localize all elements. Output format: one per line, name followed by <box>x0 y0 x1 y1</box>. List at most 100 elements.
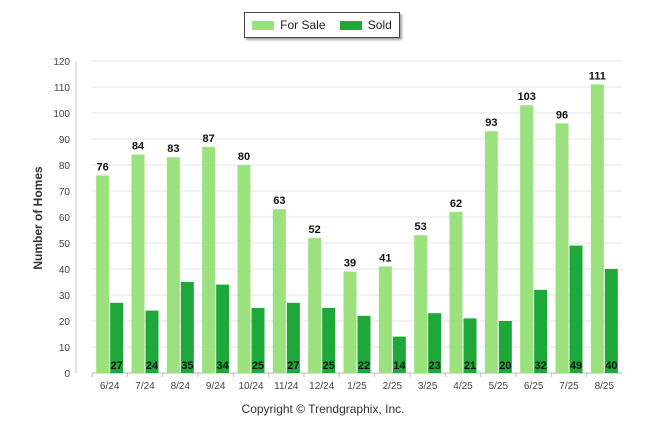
data-label-sold: 40 <box>605 360 617 372</box>
bar-for-sale[interactable] <box>96 175 110 373</box>
legend-swatch-for-sale <box>252 20 275 30</box>
bar-sold[interactable] <box>534 289 548 373</box>
data-label-for-sale: 53 <box>415 221 427 233</box>
bar-for-sale[interactable] <box>590 84 604 374</box>
data-label-sold: 25 <box>323 360 335 372</box>
copyright-credit: Copyright © Trendgraphix, Inc. <box>241 402 405 416</box>
data-label-for-sale: 52 <box>309 224 321 236</box>
bar-for-sale[interactable] <box>308 237 322 373</box>
data-label-for-sale: 62 <box>450 198 462 210</box>
bar-for-sale[interactable] <box>449 211 463 373</box>
bar-sold[interactable] <box>604 269 618 373</box>
bar-sold[interactable] <box>498 321 512 373</box>
x-tick-label: 8/25 <box>595 381 615 392</box>
y-tick-label: 100 <box>53 109 70 120</box>
data-label-for-sale: 63 <box>273 195 285 207</box>
data-label-sold: 24 <box>146 360 159 372</box>
data-label-sold: 32 <box>535 360 547 372</box>
legend-item-sold[interactable]: Sold <box>339 18 392 32</box>
legend-label-for-sale: For Sale <box>280 18 326 32</box>
y-tick-label: 90 <box>59 135 71 146</box>
bar-sold[interactable] <box>251 308 265 373</box>
bar-for-sale[interactable] <box>131 154 145 373</box>
bar-sold[interactable] <box>428 313 442 373</box>
bar-sold[interactable] <box>216 284 230 373</box>
data-label-for-sale: 87 <box>203 133 215 145</box>
data-label-for-sale: 76 <box>97 161 109 173</box>
x-tick-label: 9/24 <box>206 381 226 392</box>
bar-sold[interactable] <box>357 315 371 373</box>
x-axis: 6/24 7/24 8/24 9/24 10/24 11/24 12/24 1/25 2/25 3… <box>91 373 615 392</box>
legend-label-sold: Sold <box>367 18 392 32</box>
bar-for-sale[interactable] <box>343 271 357 373</box>
y-axis: 0 10 20 30 40 50 60 70 80 90 100 110 120 <box>53 57 77 380</box>
x-tick-label: 7/25 <box>559 381 579 392</box>
data-label-sold: 49 <box>570 360 582 372</box>
y-tick-label: 40 <box>59 265 71 276</box>
data-label-sold: 21 <box>464 360 476 372</box>
data-label-for-sale: 83 <box>167 143 179 155</box>
bar-for-sale[interactable] <box>555 123 569 374</box>
bar-for-sale[interactable] <box>272 209 286 373</box>
y-axis-label: Number of Homes <box>31 166 45 270</box>
y-tick-label: 70 <box>59 187 71 198</box>
x-tick-label: 4/25 <box>453 381 473 392</box>
bar-for-sale[interactable] <box>414 235 428 373</box>
bar-for-sale[interactable] <box>378 266 392 373</box>
data-label-for-sale: 80 <box>238 151 250 163</box>
bar-sold[interactable] <box>286 302 300 373</box>
bar-for-sale[interactable] <box>202 146 216 373</box>
bar-for-sale[interactable] <box>237 165 251 373</box>
data-label-sold: 20 <box>499 360 511 372</box>
bar-sold[interactable] <box>392 336 406 373</box>
x-tick-label: 12/24 <box>309 381 334 392</box>
bars <box>96 84 618 374</box>
data-label-for-sale: 93 <box>485 117 497 129</box>
bar-sold[interactable] <box>569 245 583 373</box>
y-tick-label: 110 <box>54 83 70 94</box>
data-label-for-sale: 111 <box>589 70 606 82</box>
data-label-sold: 35 <box>181 360 193 372</box>
bar-sold[interactable] <box>145 310 159 373</box>
data-label-sold: 27 <box>287 360 299 372</box>
bar-sold[interactable] <box>110 302 124 373</box>
x-tick-label: 5/25 <box>489 381 509 392</box>
bar-sold[interactable] <box>322 308 336 373</box>
x-tick-label: 6/24 <box>100 381 120 392</box>
legend-item-for-sale[interactable]: For Sale <box>252 18 326 32</box>
bar-sold[interactable] <box>463 318 477 373</box>
bar-for-sale[interactable] <box>166 157 180 373</box>
data-label-for-sale: 103 <box>517 91 535 103</box>
data-label-for-sale: 41 <box>379 252 391 264</box>
bar-for-sale[interactable] <box>520 105 534 373</box>
y-tick-label: 30 <box>59 291 71 302</box>
y-tick-label: 60 <box>59 213 71 224</box>
x-tick-label: 6/25 <box>524 381 544 392</box>
legend-swatch-sold <box>339 20 362 30</box>
y-tick-label: 0 <box>64 369 70 380</box>
data-label-for-sale: 39 <box>344 258 356 270</box>
data-label-sold: 25 <box>252 360 264 372</box>
y-tick-label: 50 <box>59 239 71 250</box>
x-tick-label: 3/25 <box>418 381 438 392</box>
data-label-sold: 14 <box>393 360 406 372</box>
y-tick-label: 10 <box>59 343 71 354</box>
data-label-sold: 27 <box>111 360 123 372</box>
x-tick-label: 2/25 <box>383 381 403 392</box>
x-tick-label: 8/24 <box>171 381 191 392</box>
legend: For Sale Sold <box>244 12 400 38</box>
bar-for-sale[interactable] <box>484 131 498 373</box>
y-tick-label: 120 <box>53 57 70 68</box>
y-tick-label: 20 <box>59 317 71 328</box>
data-label-sold: 22 <box>358 360 370 372</box>
x-tick-label: 10/24 <box>238 381 263 392</box>
bar-sold[interactable] <box>180 282 194 373</box>
data-label-sold: 23 <box>429 360 441 372</box>
data-labels: 76 27 84 24 83 35 87 34 80 25 63 27 52 25 39 22 41 14 53 23… <box>97 70 618 372</box>
x-tick-label: 11/24 <box>274 381 299 392</box>
data-label-sold: 34 <box>217 360 230 372</box>
data-label-for-sale: 84 <box>132 141 145 153</box>
gridlines <box>92 60 622 374</box>
x-tick-label: 7/24 <box>135 381 155 392</box>
